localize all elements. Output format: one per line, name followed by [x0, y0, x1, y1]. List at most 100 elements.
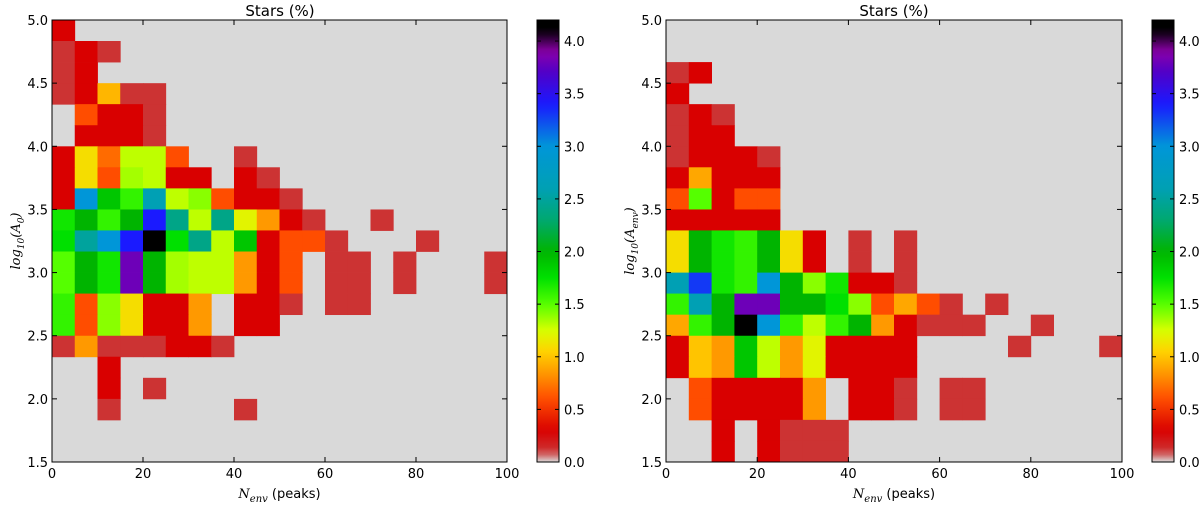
heatmap-cell — [848, 251, 872, 273]
x-tick-label: 100 — [495, 467, 520, 482]
heatmap-cell — [234, 188, 258, 210]
heatmap-cell — [97, 335, 121, 358]
heatmap-cell — [666, 314, 690, 337]
heatmap-cell — [666, 251, 690, 273]
colorbar — [536, 19, 560, 463]
heatmap-cell — [734, 335, 758, 358]
heatmap-cell — [894, 335, 918, 358]
heatmap-cell — [188, 230, 212, 252]
heatmap-cell — [757, 188, 781, 210]
heatmap-cell — [780, 335, 804, 358]
heatmap-cell — [757, 230, 781, 252]
heatmap-cell — [666, 62, 690, 84]
colorbar-tick-label: 3.5 — [564, 88, 585, 103]
heatmap-cell — [97, 314, 121, 337]
heatmap-cell — [757, 251, 781, 273]
heatmap-cell — [52, 335, 76, 358]
heatmap-cell — [1030, 314, 1054, 337]
heatmap-cell — [52, 167, 76, 189]
heatmap-cell — [985, 293, 1009, 316]
y-tick-label: 4.0 — [27, 140, 48, 155]
heatmap-cell — [780, 398, 804, 421]
heatmap-cell — [802, 377, 826, 400]
heatmap-cell — [97, 356, 121, 379]
colorbar-tick-label: 1.0 — [564, 351, 585, 366]
heatmap-cell — [666, 230, 690, 252]
heatmap-cell — [120, 335, 144, 358]
chart-title-left: Stars (%) — [245, 2, 314, 20]
heatmap-cell — [688, 230, 712, 252]
colorbar-tick-label: 4.0 — [1179, 35, 1200, 50]
heatmap-cell — [666, 83, 690, 105]
heatmap-cell — [97, 272, 121, 295]
heatmap-cell — [234, 167, 258, 189]
heatmap-cell — [688, 377, 712, 400]
heatmap-cell — [143, 146, 167, 168]
heatmap-cell — [97, 83, 121, 105]
heatmap-cell — [848, 230, 872, 252]
heatmap-cell — [848, 314, 872, 337]
heatmap-cell — [302, 209, 326, 231]
heatmap-cell — [688, 146, 712, 168]
heatmap-cell — [780, 377, 804, 400]
heatmap-cell — [780, 419, 804, 442]
heatmap-cell — [325, 251, 349, 273]
heatmap-cell — [711, 251, 735, 273]
heatmap-cell — [802, 230, 826, 252]
heatmap-cell — [848, 398, 872, 421]
heatmap-cell — [962, 377, 986, 400]
heatmap-cell — [711, 104, 735, 126]
heatmap-cell — [279, 293, 303, 316]
y-tick-label: 2.0 — [27, 393, 48, 408]
heatmap-cell — [734, 272, 758, 295]
heatmap-cell — [688, 251, 712, 273]
x-axis-label: Nenv (peaks) — [852, 487, 935, 505]
heatmap-cell — [939, 314, 963, 337]
heatmap-cell — [734, 146, 758, 168]
heatmap-cell — [234, 230, 258, 252]
heatmap-cell — [871, 272, 895, 295]
y-tick-label: 5.0 — [27, 14, 48, 29]
heatmap-cell — [325, 293, 349, 316]
heatmap-cell — [688, 104, 712, 126]
heatmap-cell — [234, 272, 258, 295]
heatmap-cell — [52, 83, 76, 105]
heatmap-cell — [97, 125, 121, 147]
heatmap-cell — [688, 314, 712, 337]
heatmap-cell — [734, 209, 758, 231]
heatmap-cell — [757, 293, 781, 316]
heatmap-cell — [256, 293, 280, 316]
y-tick-label: 5.0 — [641, 14, 662, 29]
heatmap-cell — [894, 314, 918, 337]
heatmap-cell — [120, 314, 144, 337]
heatmap-cell — [143, 83, 167, 105]
heatmap-cell — [279, 272, 303, 295]
heatmap-cell — [871, 335, 895, 358]
heatmap-cell — [757, 314, 781, 337]
heatmap-cell — [484, 251, 508, 273]
colorbar-tick-label: 0.5 — [564, 403, 585, 418]
heatmap-cell — [894, 293, 918, 316]
colorbar-tick-label: 2.0 — [1179, 246, 1200, 261]
heatmap-cell — [165, 167, 189, 189]
x-tick-label: 100 — [1110, 467, 1135, 482]
heatmap-cell — [666, 146, 690, 168]
heatmap-cell — [74, 188, 98, 210]
heatmap-cell — [666, 188, 690, 210]
heatmap-cell — [666, 209, 690, 231]
heatmap-cell — [143, 251, 167, 273]
heatmap-cell — [74, 62, 98, 84]
heatmap-cell — [234, 314, 258, 337]
heatmap-cell — [120, 104, 144, 126]
heatmap-cell — [871, 293, 895, 316]
heatmap-cell — [234, 398, 258, 421]
heatmap-cell — [962, 398, 986, 421]
heatmap-cell — [120, 209, 144, 231]
heatmap-cell — [871, 356, 895, 379]
heatmap-cell — [74, 41, 98, 63]
heatmap-cell — [711, 356, 735, 379]
heatmap-cell — [74, 83, 98, 105]
heatmap-cell — [188, 314, 212, 337]
plot-frame — [665, 19, 1123, 463]
